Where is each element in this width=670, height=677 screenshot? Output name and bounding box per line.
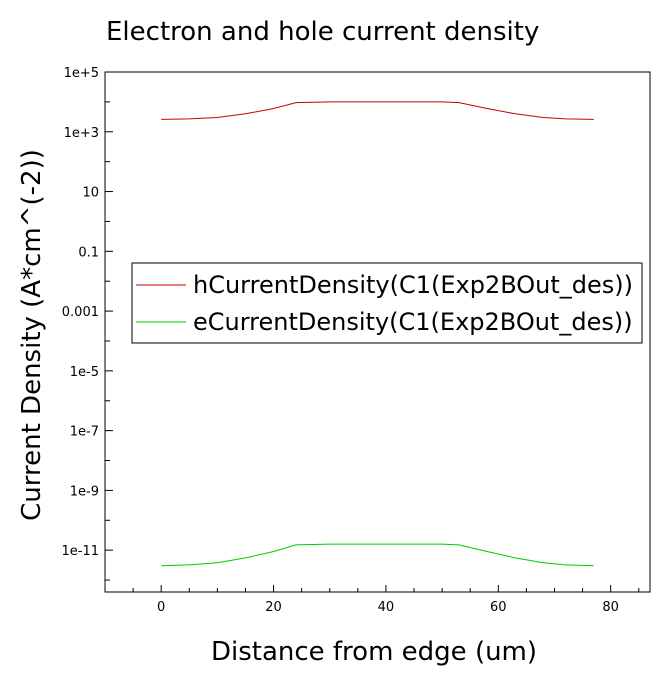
legend-box — [131, 262, 643, 344]
y-axis: 1e+5 1e+3 10 0.1 0.001 1e-5 1e-7 1e-9 1e-11 — [61, 66, 113, 581]
series-layer — [161, 101, 594, 567]
x-tick-label: 20 — [265, 600, 282, 615]
y-tick-label: 0.1 — [78, 245, 99, 260]
y-tick-label: 1e+5 — [64, 66, 99, 81]
y-tick-label: 10 — [82, 186, 99, 201]
plot-frame — [104, 71, 651, 593]
y-tick-label: 1e-7 — [70, 425, 99, 440]
x-tick-label: 80 — [602, 600, 619, 615]
y-tick-label: 1e-5 — [70, 365, 99, 380]
y-tick-label: 1e+3 — [64, 126, 99, 141]
legend: hCurrentDensity(C1(Exp2BOut_des)) eCurren… — [131, 262, 643, 344]
legend-label: hCurrentDensity(C1(Exp2BOut_des)) — [193, 271, 633, 299]
x-tick-label: 0 — [157, 600, 165, 615]
x-axis: 0 20 40 60 80 — [132, 585, 640, 615]
x-axis-label: Distance from edge (um) — [211, 637, 537, 667]
y-axis-label: Current Density (A*cm^(-2)) — [17, 149, 47, 521]
series-line-hole — [161, 101, 594, 120]
x-tick-label: 40 — [378, 600, 395, 615]
chart-title: Electron and hole current density — [106, 17, 539, 47]
y-tick-label: 1e-11 — [61, 544, 99, 559]
y-tick-label: 0.001 — [62, 305, 99, 320]
series-line-electron — [161, 543, 594, 567]
x-tick-label: 60 — [490, 600, 507, 615]
y-tick-label: 1e-9 — [70, 484, 99, 499]
legend-label: eCurrentDensity(C1(Exp2BOut_des)) — [193, 308, 633, 336]
